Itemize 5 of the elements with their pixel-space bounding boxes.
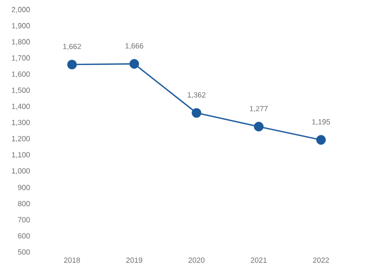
point: [67, 60, 77, 70]
point: [129, 59, 140, 69]
point: [316, 135, 326, 145]
point: [192, 108, 202, 118]
point: [254, 122, 264, 132]
